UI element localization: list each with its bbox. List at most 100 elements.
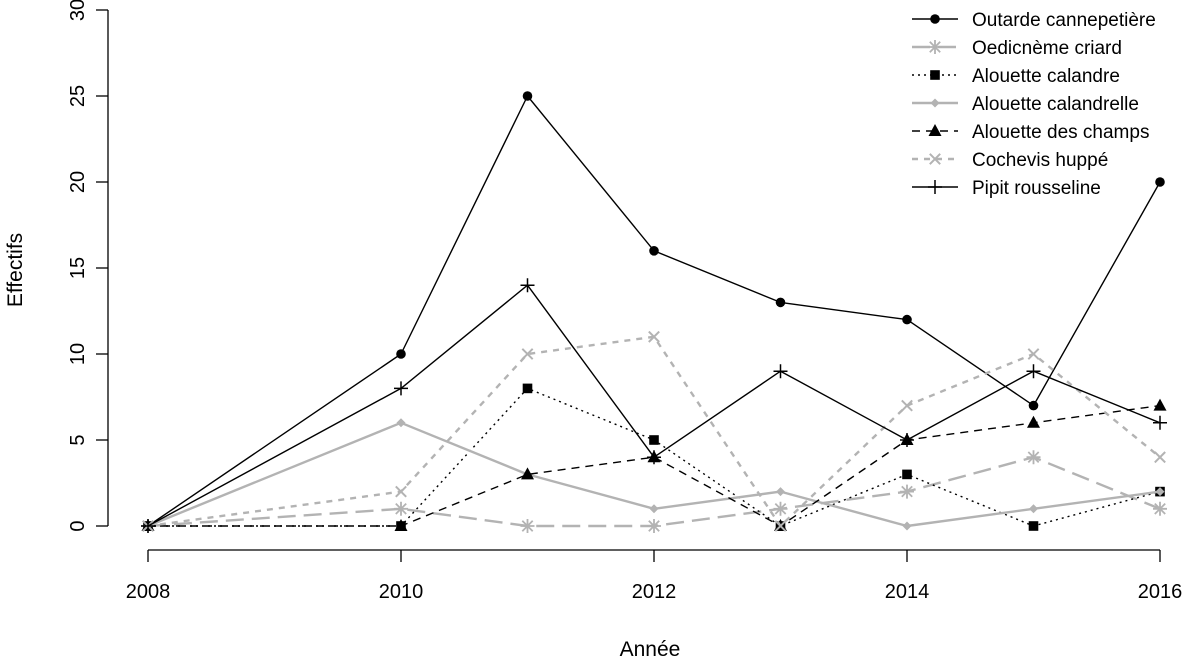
x-tick-label: 2010 — [379, 581, 424, 603]
data-point — [520, 278, 535, 293]
point-circle — [522, 91, 533, 101]
point-plus — [928, 180, 942, 194]
point-diamond — [649, 504, 659, 514]
y-tick-label: 15 — [67, 257, 89, 279]
point-asterisk — [1026, 450, 1041, 465]
point-asterisk — [1153, 501, 1167, 516]
data-point — [1155, 487, 1165, 497]
legend-item: Oedicnème criard — [912, 38, 1122, 59]
x-tick-label: 2008 — [126, 581, 171, 603]
series-line — [147, 95, 1161, 527]
legend-label: Outarde cannepetière — [972, 10, 1156, 31]
legend-item: Alouette des champs — [912, 122, 1149, 143]
point-triangle — [521, 467, 534, 480]
data-point — [1027, 415, 1040, 428]
point-plus — [1026, 364, 1041, 379]
point-square — [902, 469, 912, 480]
data-point — [395, 485, 407, 498]
point-triangle — [394, 519, 408, 531]
data-point — [1026, 450, 1041, 465]
data-point — [522, 383, 533, 394]
data-point — [1026, 364, 1041, 379]
series-line — [147, 456, 1161, 528]
y-tick-label: 0 — [67, 520, 89, 531]
legend-item: Alouette calandre — [912, 66, 1120, 87]
legend-item: Pipit rousseline — [912, 178, 1101, 199]
point-asterisk — [647, 519, 661, 533]
data-point — [1154, 451, 1166, 464]
point-circle — [1155, 177, 1165, 187]
point-plus — [900, 433, 914, 447]
data-point — [521, 467, 534, 480]
point-diamond — [1029, 504, 1038, 514]
point-cross — [929, 153, 941, 165]
point-circle — [902, 314, 912, 325]
point-asterisk — [520, 519, 535, 533]
data-point — [1153, 398, 1167, 411]
data-point — [394, 519, 408, 531]
legend-label: Alouette des champs — [972, 122, 1149, 143]
point-diamond — [902, 521, 912, 531]
legend-label: Cochevis huppé — [972, 150, 1108, 171]
data-point — [928, 180, 942, 194]
data-point — [396, 349, 406, 359]
data-point — [649, 504, 659, 514]
point-cross — [774, 520, 787, 532]
data-point — [928, 124, 942, 136]
data-point — [930, 14, 940, 24]
series-line — [147, 335, 1161, 528]
data-point — [1028, 400, 1039, 411]
legend-label: Pipit rousseline — [972, 178, 1101, 199]
data-point — [776, 487, 785, 497]
data-point — [902, 314, 912, 325]
data-point — [647, 450, 661, 465]
series-3 — [143, 418, 1165, 531]
y-tick-label: 20 — [67, 171, 89, 193]
data-point — [141, 519, 155, 533]
point-cross — [1027, 348, 1040, 360]
x-tick-label: 2012 — [632, 581, 677, 603]
data-point — [900, 484, 914, 499]
point-triangle — [1153, 398, 1167, 411]
data-point — [930, 98, 940, 108]
legend-label: Alouette calandrelle — [972, 94, 1139, 115]
x-tick-label: 2014 — [885, 581, 930, 603]
data-point — [773, 364, 788, 379]
data-point — [1153, 415, 1167, 430]
axes: 2008 2010 2012 2014 2016 0 5 10 15 20 25 30 — [67, 0, 1182, 603]
point-circle — [649, 246, 659, 256]
series-5 — [142, 330, 1166, 532]
data-point — [648, 330, 660, 343]
point-circle — [775, 297, 786, 308]
point-plus — [141, 519, 155, 533]
data-point — [647, 519, 661, 533]
point-plus — [520, 278, 535, 293]
data-point — [773, 501, 788, 516]
data-point — [929, 153, 941, 165]
legend-label: Oedicnème criard — [972, 38, 1122, 59]
data-point — [394, 381, 408, 396]
data-point — [520, 519, 535, 533]
series-line — [147, 421, 1161, 528]
x-tick-label: 2016 — [1138, 581, 1183, 603]
legend-label: Alouette calandre — [972, 66, 1120, 87]
point-triangle — [1027, 415, 1040, 428]
point-plus — [647, 450, 661, 465]
data-point — [649, 246, 659, 256]
data-point — [902, 521, 912, 531]
point-asterisk — [900, 484, 914, 499]
point-diamond — [1155, 487, 1165, 497]
data-point — [901, 399, 913, 412]
point-cross — [395, 485, 407, 498]
data-point — [928, 40, 942, 54]
legend: Outarde cannepetière Oedicnème criard Alou… — [912, 10, 1156, 199]
y-tick-label: 5 — [67, 434, 89, 445]
point-cross — [521, 348, 534, 360]
point-square — [522, 383, 533, 394]
point-circle — [930, 14, 940, 24]
data-point — [902, 469, 912, 480]
point-asterisk — [928, 40, 942, 54]
data-point — [775, 297, 786, 308]
data-point — [522, 91, 533, 101]
